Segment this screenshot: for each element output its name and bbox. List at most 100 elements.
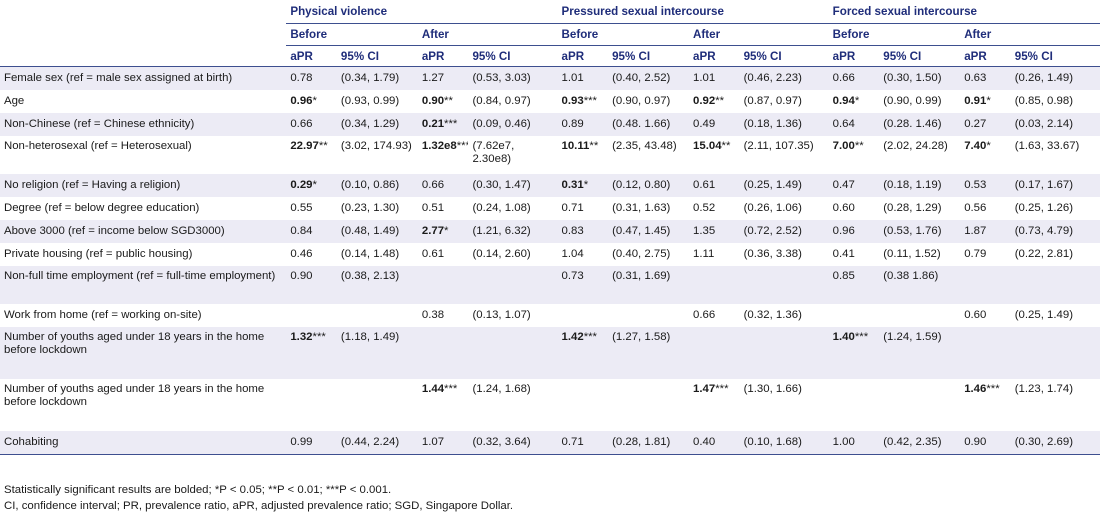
apr-cell: 0.84	[286, 220, 337, 243]
row-label: Above 3000 (ref = income below SGD3000)	[0, 220, 287, 243]
apr-cell: 0.60	[829, 197, 880, 220]
ci-cell: (0.38, 2.13)	[336, 266, 418, 304]
ci-cell: (1.24, 1.59)	[879, 327, 961, 379]
apr-value: 1.44	[421, 383, 445, 395]
apr-cell: 0.61	[418, 243, 469, 266]
ci-cell: (0.93, 0.99)	[340, 95, 400, 107]
apr-cell: 0.90	[960, 431, 1011, 455]
apr-cell: 0.91*	[960, 90, 1011, 113]
apr-value: 7.40	[964, 140, 987, 152]
col-header-apr: aPR	[960, 45, 1011, 67]
ci-cell: (0.40, 2.52)	[608, 66, 690, 90]
apr-cell	[829, 304, 880, 327]
apr-cell: 22.97**	[286, 136, 337, 174]
apr-cell: 0.46	[286, 243, 337, 266]
apr-value: 0.71	[561, 202, 584, 214]
apr-value: 1.40	[832, 331, 855, 343]
ci-cell: (0.30, 1.50)	[879, 66, 961, 90]
significance-stars: *	[986, 140, 991, 152]
ci-cell: (0.03, 2.14)	[1010, 113, 1100, 136]
significance-stars: ***	[444, 383, 458, 395]
ci-cell: (0.09, 0.46)	[468, 113, 558, 136]
period-header-before: Before	[286, 23, 418, 46]
apr-value: 22.97	[290, 140, 319, 152]
apr-value: 0.21	[421, 118, 445, 130]
ci-cell: (1.21, 6.32)	[468, 220, 558, 243]
ci-cell: (0.53, 3.03)	[468, 66, 558, 90]
ci-cell: (1.63, 33.67)	[1014, 140, 1080, 152]
apr-cell: 1.32***	[286, 327, 337, 379]
apr-cell: 0.29*	[286, 174, 337, 197]
ci-cell: (0.17, 1.67)	[1010, 174, 1100, 197]
apr-value: 1.00	[832, 436, 855, 448]
apr-cell	[960, 266, 1011, 304]
apr-value: 0.91	[964, 95, 987, 107]
col-header-ci: 95% CI	[739, 45, 829, 67]
table-notes: Statistically significant results are bo…	[4, 482, 513, 514]
apr-cell: 0.66	[286, 113, 337, 136]
apr-value: 0.27	[964, 118, 987, 130]
apr-cell: 0.31*	[557, 174, 609, 197]
apr-value: 1.27	[421, 72, 445, 84]
apr-value: 0.94	[832, 95, 855, 107]
apr-value: 1.32e8	[421, 140, 457, 152]
col-header-apr: aPR	[828, 45, 880, 67]
apr-cell	[689, 327, 740, 379]
period-header-after: After	[417, 23, 558, 46]
ci-cell: (0.10, 1.68)	[739, 431, 829, 455]
header-row-columns: aPR 95% CI aPR 95% CI aPR 95% CI aPR 95% CI aPR 9…	[0, 45, 1100, 67]
apr-cell: 15.04**	[689, 136, 740, 174]
col-header-ci: 95% CI	[468, 45, 558, 67]
apr-cell: 0.49	[689, 113, 740, 136]
apr-value: 0.96	[832, 225, 855, 237]
apr-cell: 1.46***	[960, 379, 1011, 431]
apr-cell: 0.94*	[829, 90, 880, 113]
row-label: Female sex (ref = male sex assigned at b…	[0, 66, 287, 90]
row-label: Degree (ref = below degree education)	[4, 202, 200, 214]
ci-cell	[879, 304, 960, 327]
apr-cell: 1.42***	[557, 327, 609, 379]
apr-cell: 0.52	[689, 197, 740, 220]
apr-cell: 1.32e8***	[418, 136, 469, 174]
ci-cell	[337, 304, 418, 327]
apr-value: 2.77	[421, 225, 445, 237]
significance-stars: ***	[583, 95, 597, 107]
apr-value: 0.63	[964, 72, 987, 84]
apr-cell: 0.85	[828, 266, 880, 304]
apr-value: 0.55	[290, 202, 313, 214]
apr-cell: 1.40***	[828, 327, 880, 379]
row-label: Cohabiting	[0, 431, 287, 455]
ci-cell: (7.62e7, 2.30e8)	[472, 140, 515, 165]
ci-cell: (0.26, 1.06)	[743, 202, 802, 214]
ci-cell	[608, 379, 689, 431]
apr-cell: 1.27	[417, 66, 469, 90]
apr-value: 0.83	[561, 225, 584, 237]
apr-value: 0.60	[964, 309, 987, 321]
significance-stars: *	[986, 95, 991, 107]
ci-cell: (0.14, 2.60)	[472, 248, 531, 260]
col-header-apr: aPR	[417, 45, 469, 67]
significance-stars: ***	[444, 118, 458, 130]
apr-value: 0.99	[290, 436, 313, 448]
table-row: Non-full time employment (ref = full-tim…	[0, 266, 1100, 304]
ci-cell: (0.48, 1.49)	[336, 220, 418, 243]
row-label: No religion (ref = Having a religion)	[0, 174, 287, 197]
table-row: Cohabiting 0.99 (0.44, 2.24) 1.07 (0.32, 3.6…	[0, 431, 1100, 455]
apr-cell: 0.93***	[558, 90, 609, 113]
apr-cell: 7.00**	[829, 136, 880, 174]
significance-stars: ***	[854, 331, 869, 343]
ci-cell: (2.11, 107.35)	[743, 140, 814, 152]
apr-cell: 0.71	[558, 197, 609, 220]
significance-stars: **	[721, 140, 731, 152]
table-row: Degree (ref = below degree education) 0.5…	[0, 197, 1100, 220]
header-row-groups: Physical violence Pressured sexual inter…	[0, 0, 1100, 24]
apr-value: 0.51	[421, 202, 445, 214]
apr-value: 0.84	[290, 225, 313, 237]
significance-stars: *	[312, 95, 317, 107]
significance-note: Statistically significant results are bo…	[4, 484, 392, 496]
ci-cell: (1.23, 1.74)	[1014, 383, 1074, 395]
ci-cell: (0.46, 2.23)	[739, 66, 829, 90]
apr-cell: 0.21***	[417, 113, 469, 136]
ci-cell: (0.34, 1.29)	[336, 113, 418, 136]
